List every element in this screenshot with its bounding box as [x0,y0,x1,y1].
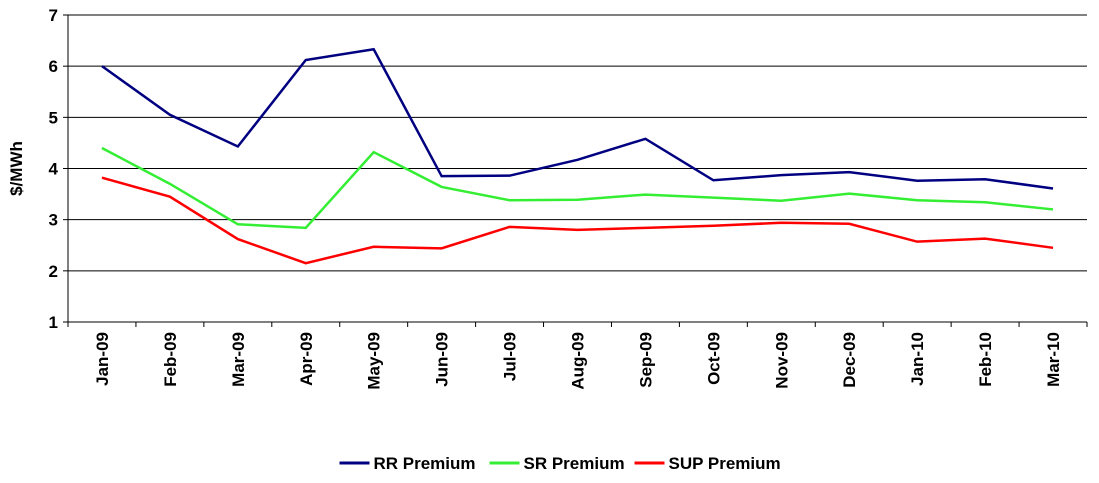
legend-item: SR Premium [489,454,625,473]
y-tick-label: 3 [49,211,58,230]
x-tick-label: Dec-09 [840,332,859,388]
x-tick-label: Feb-09 [161,332,180,387]
x-tick-label: Sep-09 [636,332,655,388]
series-line [101,146,1054,230]
x-tick-label: Jun-09 [433,332,452,387]
y-tick-label: 4 [49,160,59,179]
y-tick-label: 1 [49,313,58,332]
legend-item: RR Premium [339,454,476,473]
y-tick-label: 5 [49,108,58,127]
legend-label: SUP Premium [669,454,781,473]
y-tick-label: 7 [49,6,58,25]
x-tick-label: Jan-10 [908,332,927,386]
legend-label: SR Premium [524,454,625,473]
x-tick-label: Feb-10 [976,332,995,387]
series-line [101,176,1054,265]
x-tick-label: Oct-09 [704,332,723,385]
x-tick-label: Jan-09 [93,332,112,386]
x-tick-label: Jul-09 [501,332,520,381]
x-tick-label: Nov-09 [772,332,791,389]
x-tick-label: May-09 [365,332,384,390]
y-tick-label: 2 [49,262,58,281]
y-tick-label: 6 [49,57,58,76]
series-line [101,47,1054,190]
x-tick-label: Aug-09 [569,332,588,390]
legend-label: RR Premium [374,454,476,473]
legend-item: SUP Premium [634,454,781,473]
x-tick-label: Apr-09 [297,332,316,386]
x-tick-label: Mar-10 [1044,332,1063,387]
y-axis-label: $/MWh [7,141,26,196]
x-tick-label: Mar-09 [229,332,248,387]
